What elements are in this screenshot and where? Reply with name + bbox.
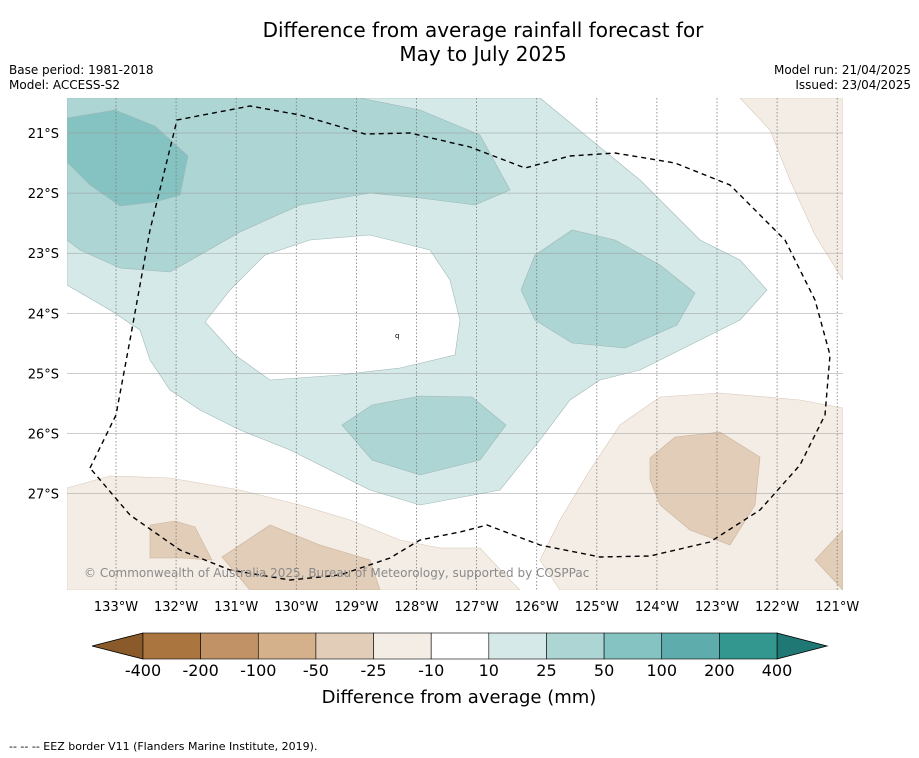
colorbar-tick-label: -400 [125, 661, 161, 680]
colorbar-cell [257, 632, 317, 660]
contour-minus25-minus50-south [221, 524, 381, 590]
colorbar-cell [142, 632, 201, 660]
contour-fills [67, 98, 843, 590]
colorbar-tick-label: 10 [479, 661, 499, 680]
contour-25-50-north [67, 98, 511, 273]
colorbar-ticks: -400 -200 -100 -50 -25 -10 10 25 50 100 200 400 [125, 661, 792, 680]
map-title: Difference from average rainfall forecas… [0, 18, 919, 66]
colorbar-cell [488, 632, 547, 660]
eez-footnote: -- -- -- EEZ border V11 (Flanders Marine… [9, 740, 318, 753]
colorbar-tick-label: -10 [418, 661, 444, 680]
contour-minus25-minus50-southwest [149, 520, 213, 561]
lat-tick-label: 24°S [28, 307, 59, 322]
lon-tick-label: 127°W [455, 600, 499, 615]
lon-tick-label: 126°W [515, 600, 559, 615]
lon-tick-label: 128°W [394, 600, 438, 615]
colorbar-label: Difference from average (mm) [322, 687, 597, 708]
lat-tick-label: 21°S [28, 127, 59, 142]
colorbar-cell [603, 632, 663, 660]
colorbar-cell [719, 632, 778, 660]
colorbar-tick-label: 200 [704, 661, 735, 680]
lat-tick-label: 26°S [28, 428, 59, 443]
colorbar-tick-label: 400 [762, 661, 793, 680]
contour-white-hole [204, 234, 461, 381]
meta-left: Base period: 1981-2018 Model: ACCESS-S2 [9, 63, 154, 93]
colorbar-cell [200, 632, 259, 660]
colorbar-tick-label: 25 [536, 661, 556, 680]
small-label: q [395, 332, 399, 340]
title-line-2: May to July 2025 [399, 42, 567, 66]
colorbar-tick-label: -200 [182, 661, 218, 680]
contour-25-50-east [520, 229, 696, 349]
lat-labels: 21°S 22°S 23°S 24°S 25°S 26°S 27°S [28, 127, 59, 503]
colorbar-extend-low [91, 632, 144, 660]
lon-tick-label: 122°W [755, 600, 799, 615]
lat-tick-label: 27°S [28, 488, 59, 503]
base-period-text: Base period: 1981-2018 [9, 63, 154, 77]
colorbar-tick-label: -50 [303, 661, 329, 680]
contour-minus10-minus25-northeast [739, 98, 843, 281]
title-line-1: Difference from average rainfall forecas… [262, 18, 704, 42]
colorbar-tick-label: -100 [240, 661, 276, 680]
lon-tick-label: 133°W [94, 600, 138, 615]
colorbar-cells [91, 632, 829, 660]
issued-text: Issued: 23/04/2025 [795, 78, 911, 92]
lon-tick-label: 130°W [274, 600, 318, 615]
contour-minus25-minus50-southeast [814, 529, 843, 590]
model-text: Model: ACCESS-S2 [9, 78, 121, 92]
colorbar-tick-label: -25 [360, 661, 386, 680]
colorbar-tick-label: 50 [594, 661, 614, 680]
contour-25-50-south [341, 395, 507, 476]
contour-minus10-minus25-south [67, 475, 521, 590]
colorbar-cell [315, 632, 374, 660]
eez-border [89, 105, 831, 581]
lon-tick-label: 123°W [695, 600, 739, 615]
lat-tick-label: 22°S [28, 187, 59, 202]
colorbar-cell [661, 632, 720, 660]
lon-labels: 133°W 132°W 131°W 130°W 129°W 128°W 127°W 126°W… [94, 600, 860, 615]
contour-minus25-minus50-east [649, 431, 761, 546]
lat-tick-label: 23°S [28, 247, 59, 262]
colorbar-cell [430, 632, 490, 660]
lon-tick-label: 121°W [815, 600, 859, 615]
model-run-text: Model run: 21/04/2025 [773, 63, 911, 77]
lon-tick-label: 129°W [334, 600, 378, 615]
meta-right: Model run: 21/04/2025 Issued: 23/04/2025 [774, 63, 911, 93]
gridlines [67, 98, 843, 590]
colorbar-extend-high [776, 632, 829, 660]
colorbar-cell [373, 632, 432, 660]
lat-tick-label: 25°S [28, 367, 59, 382]
lon-tick-label: 132°W [154, 600, 198, 615]
lon-tick-label: 125°W [575, 600, 619, 615]
lon-tick-label: 124°W [635, 600, 679, 615]
colorbar-cell [546, 632, 605, 660]
rainfall-map: q © Commonwealth of Australia 2025, Bure… [28, 98, 860, 615]
lon-tick-label: 131°W [214, 600, 258, 615]
copyright-text: © Commonwealth of Australia 2025, Bureau… [84, 566, 589, 580]
contour-50-100 [67, 109, 189, 207]
colorbar-tick-label: 100 [646, 661, 677, 680]
